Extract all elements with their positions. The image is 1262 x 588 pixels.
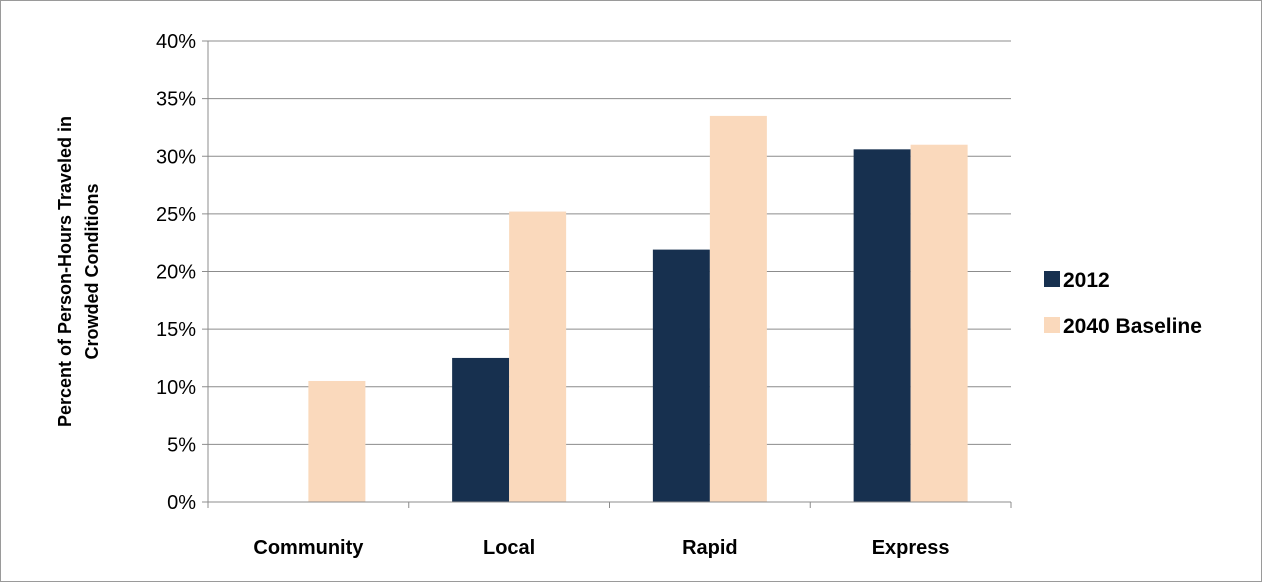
- y-axis-label: Percent of Person-Hours Traveled in Crowd…: [55, 116, 102, 427]
- y-tick-label: 35%: [156, 89, 196, 111]
- bar-2012-local: [452, 357, 510, 502]
- y-tick-label: 10%: [156, 377, 196, 399]
- legend: 2012 2040 Baseline: [1044, 269, 1202, 338]
- x-tick-labels: Community Local Rapid Express: [253, 537, 949, 559]
- y-tick-label: 40%: [156, 31, 196, 53]
- bar-2012-rapid: [652, 249, 710, 502]
- legend-label: 2012: [1063, 269, 1110, 292]
- x-tick-label: Community: [253, 537, 364, 559]
- y-tick-label: 0%: [167, 492, 196, 514]
- bars: [308, 115, 968, 502]
- y-tick-label: 25%: [156, 204, 196, 226]
- x-tick-label: Express: [872, 537, 950, 559]
- legend-swatch: [1044, 317, 1060, 333]
- bar-2040-baseline-local: [509, 211, 567, 502]
- y-tick-label: 30%: [156, 146, 196, 168]
- y-tick-labels: 0% 5% 10% 15% 20% 25% 30% 35% 40%: [156, 31, 196, 514]
- bar-2040-baseline-express: [910, 144, 968, 502]
- x-tick-label: Local: [483, 537, 535, 559]
- y-tick-label: 5%: [167, 434, 196, 456]
- y-tick-label: 15%: [156, 319, 196, 341]
- axes: [202, 40, 1012, 508]
- y-axis-label-line: Crowded Conditions: [82, 184, 102, 360]
- y-axis-label-line: Percent of Person-Hours Traveled in: [55, 116, 75, 427]
- bar-2040-baseline-rapid: [709, 115, 767, 502]
- y-tick-label: 20%: [156, 262, 196, 284]
- bar-2040-baseline-community: [308, 380, 366, 502]
- x-tick-label: Rapid: [682, 537, 738, 559]
- legend-label: 2040 Baseline: [1063, 315, 1202, 338]
- legend-swatch: [1044, 271, 1060, 287]
- bar-2012-express: [853, 149, 911, 502]
